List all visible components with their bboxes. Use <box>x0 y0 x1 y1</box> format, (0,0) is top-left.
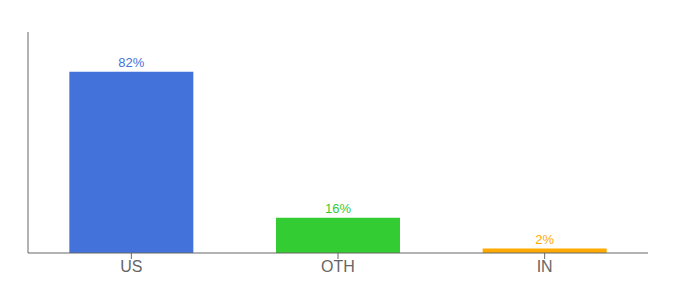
svg-text:IN: IN <box>537 258 553 275</box>
svg-text:2%: 2% <box>535 232 554 247</box>
svg-text:16%: 16% <box>325 201 351 216</box>
svg-text:US: US <box>120 258 142 275</box>
svg-text:OTH: OTH <box>321 258 355 275</box>
svg-text:82%: 82% <box>118 55 144 70</box>
